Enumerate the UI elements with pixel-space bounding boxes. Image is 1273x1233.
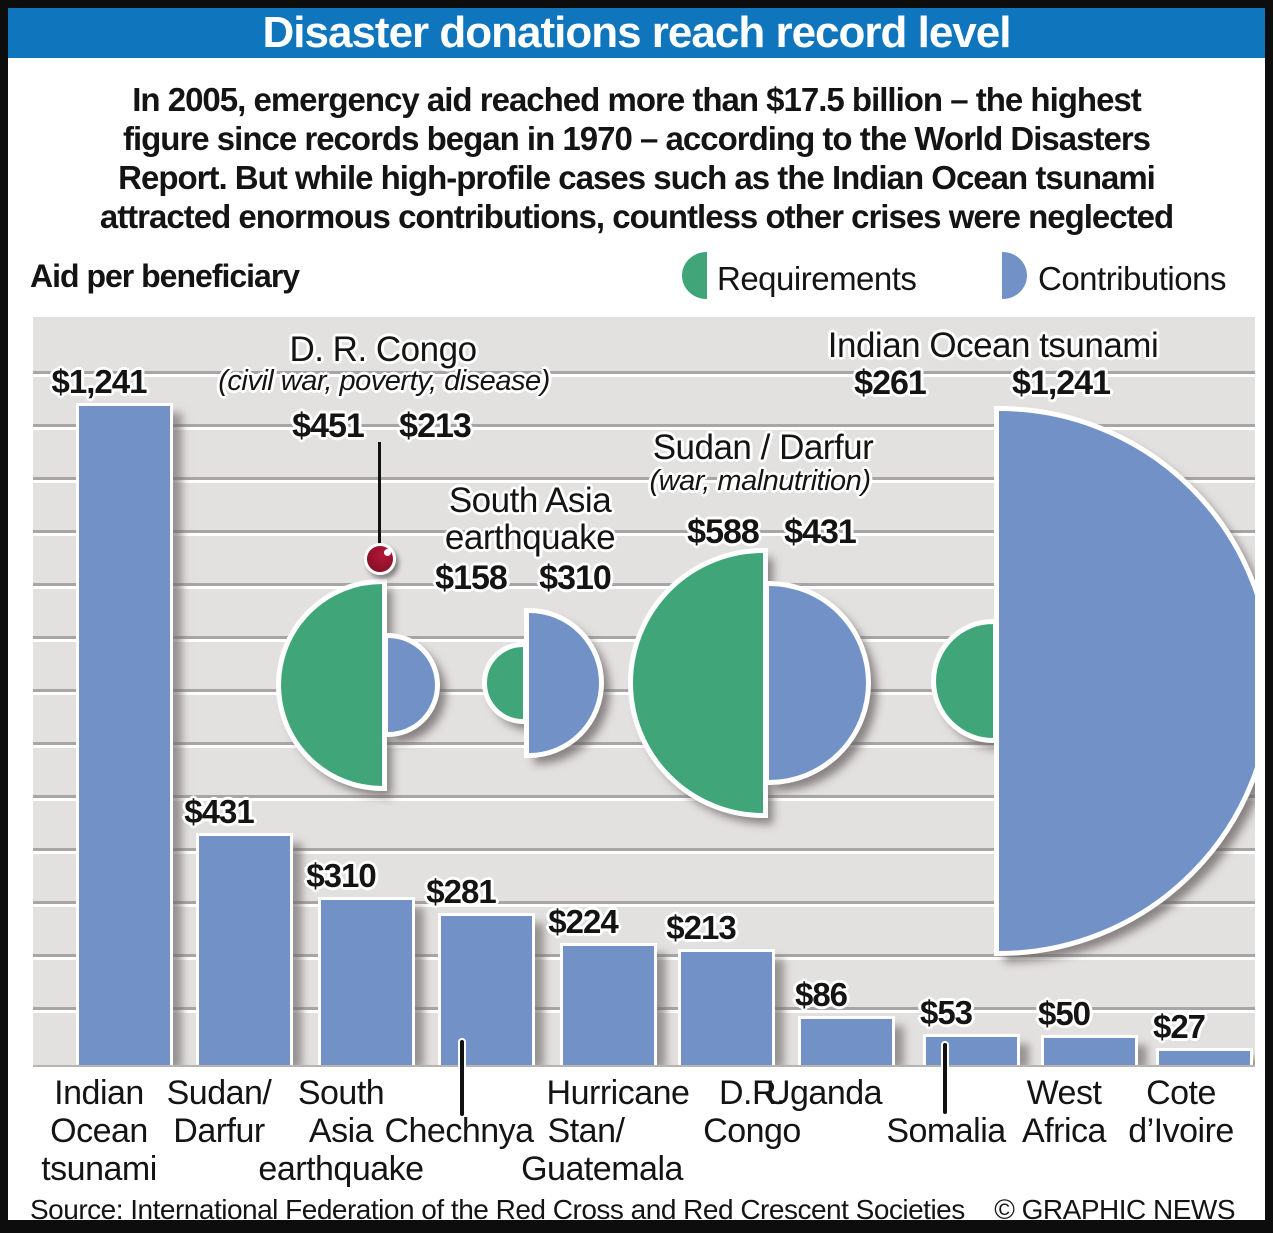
axis-label-sudan-darfur: Sudan/: [166, 1074, 272, 1112]
bar-uganda: [798, 1016, 895, 1065]
requirements-legend-icon: [682, 252, 707, 299]
bar-cote-d-ivoire: [1156, 1048, 1253, 1065]
page-title: Disaster donations reach record level: [262, 8, 1012, 57]
chechnya-leader-line: [460, 1040, 464, 1116]
gridline: [33, 530, 1255, 536]
bar-value-indian-ocean-tsunami: $1,241: [51, 363, 148, 400]
bar-hurricane-stan-guatemala: [560, 943, 657, 1065]
requirements-value-south-asia-earthquake: $158: [435, 559, 508, 597]
axis-label-d-r-congo: Congo: [703, 1112, 801, 1150]
bar-value-uganda: $86: [794, 976, 848, 1013]
contributions-semicircle-d-r-congo: [383, 633, 440, 737]
axis-label-uganda: Uganda: [765, 1074, 883, 1112]
chart-plot-area: [33, 317, 1255, 1067]
requirements-legend-label: Requirements: [717, 260, 917, 297]
contributions-value-d-r-congo: $213: [399, 407, 472, 445]
axis-label-west-africa: Africa: [1022, 1112, 1106, 1150]
comparison-title-indian-ocean-tsunami: Indian Ocean tsunami: [827, 326, 1159, 365]
bar-chechnya: [438, 913, 535, 1065]
intro-line: attracted enormous contributions, countl…: [99, 198, 1174, 235]
axis-label-hurricane-stan-guatemala: Guatemala: [521, 1150, 683, 1188]
bar-value-chechnya: $281: [426, 873, 496, 910]
requirements-semicircle-d-r-congo: [276, 579, 387, 791]
gridline: [33, 901, 1255, 907]
contributions-semicircle-sudan-darfur: [764, 581, 871, 785]
axis-label-indian-ocean-tsunami: Ocean: [50, 1112, 148, 1150]
gridline: [33, 371, 1255, 377]
intro-paragraph: In 2005, emergency aid reached more than…: [8, 80, 1265, 236]
intro-line: Report. But while high-profile cases suc…: [118, 159, 1156, 196]
bar-indian-ocean-tsunami: [76, 403, 173, 1065]
bar-south-asia-earthquake: [318, 897, 415, 1065]
axis-label-west-africa: West: [1026, 1074, 1102, 1112]
comparison-title-south-asia-earthquake: South Asia: [448, 481, 612, 520]
source-text: Source: International Federation of the …: [30, 1194, 965, 1225]
gridline: [33, 795, 1255, 801]
requirements-value-d-r-congo: $451: [292, 407, 365, 445]
gridline: [33, 424, 1255, 430]
congo-pointer-line: [378, 442, 381, 546]
comparison-title-sudan-darfur: Sudan / Darfur: [652, 428, 874, 467]
axis-label-hurricane-stan-guatemala: Hurricane: [546, 1074, 690, 1112]
somalia-leader-line: [943, 1043, 947, 1114]
bar-value-cote-d-ivoire: $27: [1152, 1008, 1206, 1045]
axis-label-cote-d-ivoire: Cote: [1146, 1074, 1216, 1112]
bar-value-somalia: $53: [919, 994, 973, 1031]
bar-value-west-africa: $50: [1037, 995, 1091, 1032]
bar-d-r-congo: [678, 949, 775, 1065]
bar-value-sudan-darfur: $431: [184, 793, 254, 830]
axis-label-chechnya: Chechnya: [384, 1112, 534, 1150]
axis-label-indian-ocean-tsunami: Indian: [54, 1074, 144, 1112]
bar-somalia: [923, 1034, 1020, 1065]
requirements-value-sudan-darfur: $588: [687, 513, 760, 551]
comparison-note-sudan-darfur: (war, malnutrition): [649, 465, 871, 497]
chart-title: Aid per beneficiary: [30, 258, 300, 294]
bar-sudan-darfur: [196, 833, 293, 1065]
axis-label-sudan-darfur: Darfur: [173, 1112, 265, 1150]
requirements-value-indian-ocean-tsunami: $261: [854, 364, 927, 402]
bar-west-africa: [1041, 1035, 1138, 1065]
title-bar: Disaster donations reach record level: [8, 8, 1265, 58]
comparison-title-d-r-congo: D. R. Congo: [289, 330, 477, 369]
contributions-value-south-asia-earthquake: $310: [539, 559, 612, 597]
comparison-note-d-r-congo: (civil war, poverty, disease): [218, 365, 550, 397]
bar-value-hurricane-stan-guatemala: $224: [548, 903, 618, 940]
contributions-semicircle-indian-ocean-tsunami: [994, 406, 1255, 956]
requirements-semicircle-south-asia-earthquake: [482, 642, 528, 724]
bar-value-d-r-congo: $213: [666, 909, 736, 946]
axis-label-indian-ocean-tsunami: tsunami: [41, 1150, 157, 1188]
axis-label-cote-d-ivoire: d’Ivoire: [1128, 1112, 1234, 1150]
contributions-legend-label: Contributions: [1038, 260, 1226, 297]
axis-label-south-asia-earthquake: earthquake: [258, 1150, 424, 1188]
contributions-semicircle-south-asia-earthquake: [524, 608, 604, 758]
axis-label-south-asia-earthquake: South: [297, 1074, 385, 1112]
contributions-value-indian-ocean-tsunami: $1,241: [1012, 364, 1111, 402]
contributions-value-sudan-darfur: $431: [784, 513, 857, 551]
intro-line: figure since records began in 1970 – acc…: [122, 120, 1151, 157]
axis-label-hurricane-stan-guatemala: Stan/: [547, 1112, 625, 1150]
contributions-legend-icon: [1002, 252, 1027, 299]
congo-marker-dot: [364, 543, 396, 575]
bar-value-south-asia-earthquake: $310: [306, 857, 376, 894]
gridline: [33, 477, 1255, 483]
axis-label-d-r-congo: D.R.: [719, 1074, 786, 1112]
gridline: [33, 848, 1255, 854]
intro-line: In 2005, emergency aid reached more than…: [132, 81, 1142, 118]
axis-label-south-asia-earthquake: Asia: [308, 1112, 374, 1150]
gridline: [33, 583, 1255, 589]
credit-text: © GRAPHIC NEWS: [994, 1194, 1235, 1225]
comparison-title-south-asia-earthquake: earthquake: [444, 518, 616, 557]
axis-label-somalia: Somalia: [886, 1112, 1006, 1150]
